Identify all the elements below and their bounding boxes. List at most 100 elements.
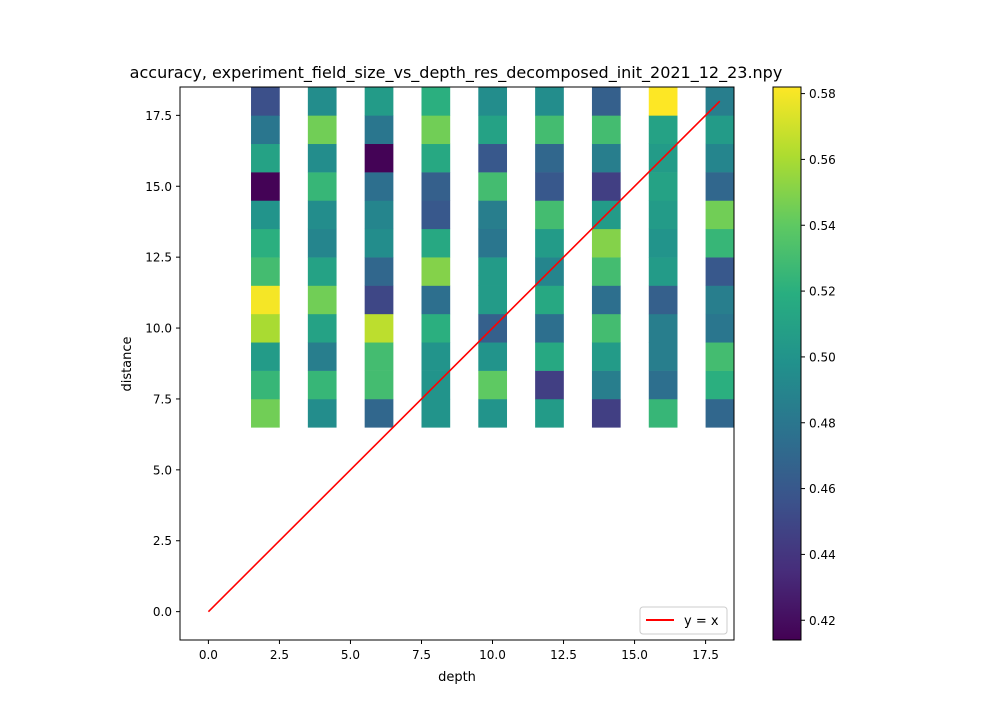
- heatmap-cell: [307, 313, 337, 343]
- heatmap-cell: [705, 398, 735, 428]
- heatmap-cell: [591, 228, 621, 258]
- x-tick-label: 15.0: [621, 648, 648, 662]
- heatmap-cell: [421, 200, 451, 230]
- heatmap-cell: [478, 398, 508, 428]
- heatmap-cell: [648, 257, 678, 286]
- heatmap-cell: [251, 313, 280, 343]
- heatmap-cell: [705, 313, 735, 343]
- heatmap-cell: [648, 313, 678, 343]
- heatmap-cell: [648, 398, 678, 428]
- colorbar-tick-label: 0.48: [809, 416, 836, 430]
- heatmap-cell: [251, 285, 280, 315]
- heatmap-cell: [705, 143, 735, 173]
- heatmap-cell: [364, 313, 394, 343]
- heatmap-cell: [705, 342, 735, 371]
- heatmap-cell: [364, 370, 394, 400]
- heatmap-cell: [421, 228, 451, 258]
- colorbar: 0.42 0.44 0.46 0.48 0.50 0.52 0.54 0.56 0.58: [772, 86, 836, 641]
- heatmap-cell: [591, 370, 621, 400]
- heatmap-cell: [705, 115, 735, 145]
- heatmap-cell: [705, 228, 735, 258]
- heatmap-cell: [591, 285, 621, 315]
- legend-box: [639, 606, 728, 635]
- heatmap-cell: [421, 143, 451, 173]
- heatmap-cell: [251, 398, 280, 428]
- x-axis-ticks: 0.0 2.5 5.0 7.5 10.0 12.5 15.0 17.5: [199, 640, 719, 662]
- heatmap-cell: [307, 115, 337, 145]
- heatmap-cell: [648, 115, 678, 145]
- heatmap-cell: [705, 285, 735, 315]
- heatmap-cell: [307, 172, 337, 201]
- heatmap-cell: [251, 200, 280, 230]
- heatmap-cell: [535, 285, 564, 315]
- heatmap-cell: [478, 228, 508, 258]
- y-tick-label: 5.0: [153, 463, 172, 477]
- heatmap-cell: [478, 285, 508, 315]
- y-axis-ticks: 0.0 2.5 5.0 7.5 10.0 12.5 15.0 17.5: [145, 109, 180, 619]
- heatmap-cell: [648, 285, 678, 315]
- heatmap-cell: [535, 87, 564, 116]
- heatmap-cell: [535, 342, 564, 371]
- legend: y = x: [639, 606, 728, 635]
- heatmap-cell: [251, 115, 280, 145]
- y-axis-label: distance: [120, 336, 135, 391]
- heatmap-cell: [535, 115, 564, 145]
- series-lines: [207, 100, 721, 613]
- heatmap-cell: [478, 370, 508, 400]
- heatmap-cell: [535, 228, 564, 258]
- x-tick-label: 5.0: [341, 648, 360, 662]
- heatmap-cell: [478, 172, 508, 201]
- plot-frame: [179, 86, 735, 641]
- heatmap-cell: [307, 342, 337, 371]
- chart-title: accuracy, experiment_field_size_vs_depth…: [130, 63, 783, 83]
- x-tick-label: 0.0: [199, 648, 218, 662]
- colorbar-tick-label: 0.52: [809, 285, 836, 299]
- heatmap-cell: [421, 285, 451, 315]
- heatmap-cell: [705, 172, 735, 201]
- heatmap-cell: [364, 172, 394, 201]
- x-tick-label: 7.5: [412, 648, 431, 662]
- heatmap-cell: [648, 370, 678, 400]
- heatmap-cell: [535, 398, 564, 428]
- heatmap-cell: [648, 87, 678, 116]
- heatmap-cells: [251, 87, 735, 428]
- y-tick-label: 2.5: [153, 534, 172, 548]
- heatmap-cell: [364, 257, 394, 286]
- heatmap-cell: [648, 228, 678, 258]
- heatmap-cell: [364, 398, 394, 428]
- heatmap-cell: [421, 313, 451, 343]
- heatmap-cell: [307, 370, 337, 400]
- heatmap-cell: [591, 87, 621, 116]
- colorbar-tick-label: 0.46: [809, 482, 836, 496]
- heatmap-cell: [251, 342, 280, 371]
- heatmap-cell: [364, 115, 394, 145]
- heatmap-cell: [648, 172, 678, 201]
- heatmap-cell: [307, 228, 337, 258]
- heatmap-cell: [591, 143, 621, 173]
- heatmap-cell: [307, 87, 337, 116]
- heatmap-cell: [307, 143, 337, 173]
- colorbar-tick-label: 0.54: [809, 219, 836, 233]
- heatmap-cell: [478, 257, 508, 286]
- heatmap-cell: [307, 200, 337, 230]
- x-tick-label: 10.0: [479, 648, 506, 662]
- heatmap-cell: [421, 398, 451, 428]
- heatmap-cell: [421, 172, 451, 201]
- y-tick-label: 17.5: [145, 109, 172, 123]
- y-tick-label: 7.5: [153, 392, 172, 406]
- y-tick-label: 12.5: [145, 251, 172, 265]
- heatmap-cell: [307, 398, 337, 428]
- heatmap-cell: [251, 228, 280, 258]
- heatmap-cell: [705, 200, 735, 230]
- heatmap-cell: [591, 115, 621, 145]
- legend-label: y = x: [684, 614, 719, 629]
- x-tick-label: 17.5: [692, 648, 719, 662]
- x-tick-label: 12.5: [550, 648, 577, 662]
- colorbar-gradient: [772, 86, 802, 641]
- heatmap-cell: [364, 342, 394, 371]
- heatmap-cell: [364, 228, 394, 258]
- heatmap-cell: [421, 257, 451, 286]
- colorbar-tick-label: 0.58: [809, 87, 836, 101]
- heatmap-cell: [535, 172, 564, 201]
